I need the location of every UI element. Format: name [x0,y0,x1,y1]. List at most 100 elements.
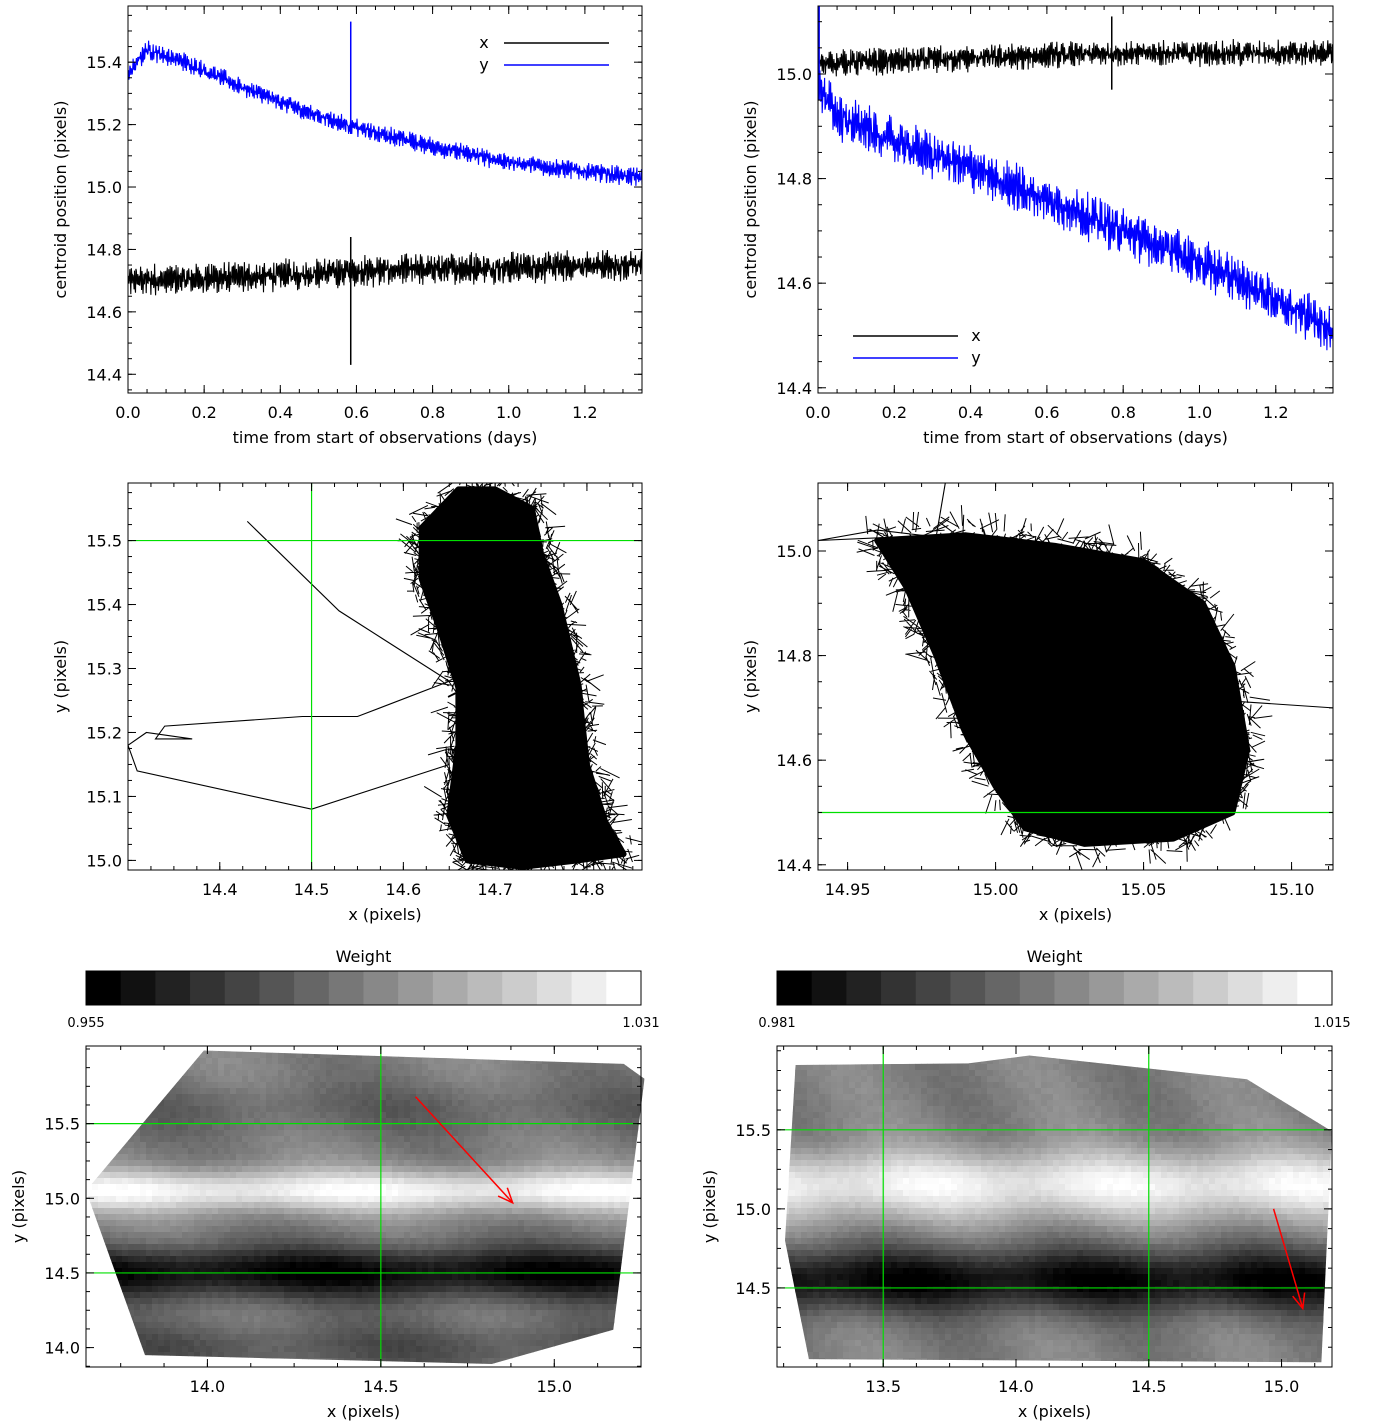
heat-cell [338,1202,345,1209]
heat-cell [530,1250,537,1257]
heat-cell [380,1322,387,1329]
heat-cell [440,1328,447,1335]
heat-cell [560,1274,567,1281]
heat-cell [254,1190,261,1197]
heat-cell [104,1262,111,1269]
heat-cell [584,1136,591,1143]
heat-cell [380,1172,387,1179]
heat-cell [584,1298,591,1305]
heat-cell [206,1064,213,1071]
heat-cell [512,1100,519,1107]
heat-cell [110,1058,117,1065]
heat-cell [536,1238,543,1245]
heat-cell [272,1106,279,1113]
heat-cell [506,1070,513,1077]
heat-cell [194,1250,201,1257]
heat-cell [290,1172,297,1179]
heat-cell [170,1082,177,1089]
heat-cell [494,1196,501,1203]
heat-cell [488,1082,495,1089]
heat-cell [464,1124,471,1131]
heat-cell [128,1262,135,1269]
heat-cell [332,1310,339,1317]
heat-cell [578,1220,585,1227]
heat-cell [614,1292,621,1299]
x-tick-label: 14.8 [569,880,605,899]
heat-cell [452,1310,459,1317]
heat-cell [344,1202,351,1209]
heat-cell [488,1142,495,1149]
heat-cell [86,1136,93,1143]
heat-cell [632,1304,639,1311]
heat-cell [476,1070,483,1077]
heat-cell [350,1286,357,1293]
heat-cell [152,1256,159,1263]
heat-cell [584,1130,591,1137]
heat-cell [380,1292,387,1299]
heat-cell [518,1094,525,1101]
heat-cell [308,1322,315,1329]
heat-cell [446,1286,453,1293]
heat-cell [602,1070,609,1077]
heat-cell [476,1088,483,1095]
heat-cell [356,1322,363,1329]
heat-cell [200,1124,207,1131]
heat-cell [530,1094,537,1101]
heat-cell [440,1050,447,1053]
heat-cell [134,1094,141,1101]
heat-cell [224,1292,231,1299]
heat-cell [284,1190,291,1197]
heat-cell [476,1238,483,1245]
heat-cell [212,1058,219,1065]
heat-cell [224,1214,231,1221]
heat-cell [620,1100,627,1107]
heat-cell [416,1238,423,1245]
heat-cell [620,1232,627,1239]
heat-cell [446,1112,453,1119]
heat-cell [86,1190,93,1197]
heat-cell [134,1160,141,1167]
heat-cell [398,1316,405,1323]
heat-cell [530,1160,537,1167]
heat-cell [92,1328,99,1335]
heat-cell [632,1094,639,1101]
heat-cell [278,1058,285,1065]
heat-cell [314,1328,321,1335]
heat-cell [128,1070,135,1077]
heat-cell [188,1256,195,1263]
heat-cell [374,1238,381,1245]
heat-cell [266,1280,273,1287]
heat-cell [326,1274,333,1281]
heat-cell [380,1268,387,1275]
heat-cell [230,1118,237,1125]
heat-cell [236,1106,243,1113]
heat-cell [470,1094,477,1101]
heat-cell [572,1232,579,1239]
heat-cell [620,1316,627,1323]
heat-cell [296,1070,303,1077]
heat-cell [584,1076,591,1083]
heat-cell [518,1070,525,1077]
heat-cell [440,1286,447,1293]
heat-cell [320,1050,327,1053]
heat-cell [194,1070,201,1077]
heat-cell [266,1316,273,1323]
heat-cell [356,1262,363,1269]
heat-cell [164,1112,171,1119]
heat-cell [290,1298,297,1305]
heat-cell [266,1214,273,1221]
heat-cell [332,1328,339,1335]
heat-cell [134,1172,141,1179]
heat-cell [572,1076,579,1083]
heat-cell [386,1100,393,1107]
heat-cell [308,1070,315,1077]
heat-cell [626,1136,633,1143]
heat-cell [380,1094,387,1101]
heat-cell [554,1274,561,1281]
heat-cell [494,1112,501,1119]
heat-cell [476,1184,483,1191]
heat-cell [116,1232,123,1239]
heat-cell [230,1106,237,1113]
heat-cell [356,1178,363,1185]
heat-cell [578,1172,585,1179]
